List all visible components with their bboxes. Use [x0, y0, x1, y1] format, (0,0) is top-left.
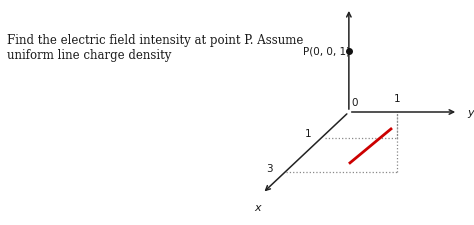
Text: 1: 1	[305, 129, 311, 139]
Text: 3: 3	[266, 164, 273, 174]
Text: x: x	[255, 202, 261, 212]
Text: z: z	[348, 0, 354, 2]
Text: 0: 0	[351, 98, 358, 108]
Text: Find the electric field intensity at point P. Assume
uniform line charge density: Find the electric field intensity at poi…	[8, 34, 304, 62]
Text: 1: 1	[393, 94, 400, 104]
Text: P(0, 0, 1): P(0, 0, 1)	[303, 47, 350, 57]
Text: y: y	[467, 108, 474, 117]
